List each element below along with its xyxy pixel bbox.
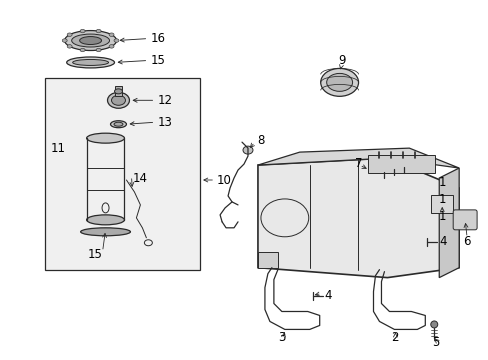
Ellipse shape <box>86 215 124 225</box>
Text: 8: 8 <box>256 134 264 147</box>
Text: 4: 4 <box>438 235 446 248</box>
Ellipse shape <box>96 48 101 52</box>
Ellipse shape <box>110 121 126 128</box>
Ellipse shape <box>109 45 114 48</box>
Ellipse shape <box>400 161 407 166</box>
Text: 7: 7 <box>354 157 361 170</box>
Ellipse shape <box>380 166 387 171</box>
Text: 1: 1 <box>438 176 445 189</box>
Text: 10: 10 <box>217 174 231 186</box>
Text: 1: 1 <box>438 193 445 206</box>
Ellipse shape <box>243 146 252 154</box>
Text: 12: 12 <box>157 94 172 107</box>
Polygon shape <box>45 78 200 270</box>
Text: 3: 3 <box>278 331 285 344</box>
Text: 6: 6 <box>463 235 470 248</box>
Ellipse shape <box>114 89 122 94</box>
Ellipse shape <box>62 39 67 42</box>
Ellipse shape <box>80 48 85 52</box>
Text: 15: 15 <box>88 248 103 261</box>
Ellipse shape <box>80 29 85 33</box>
Text: 11: 11 <box>51 141 65 155</box>
Bar <box>430 195 452 213</box>
Bar <box>367 155 434 173</box>
Text: 16: 16 <box>150 32 165 45</box>
Text: 14: 14 <box>132 171 147 185</box>
Ellipse shape <box>111 95 125 105</box>
Ellipse shape <box>64 31 116 50</box>
Ellipse shape <box>67 45 72 48</box>
Ellipse shape <box>114 39 119 42</box>
Text: 1: 1 <box>438 210 445 223</box>
Ellipse shape <box>320 68 358 96</box>
Text: 15: 15 <box>150 54 165 67</box>
Ellipse shape <box>107 92 129 108</box>
Ellipse shape <box>67 33 72 36</box>
Ellipse shape <box>80 37 102 45</box>
Text: 9: 9 <box>337 54 345 67</box>
Text: 13: 13 <box>157 116 172 129</box>
Polygon shape <box>258 252 277 268</box>
Ellipse shape <box>72 34 109 47</box>
Text: 5: 5 <box>432 336 439 349</box>
FancyBboxPatch shape <box>452 210 476 230</box>
Text: 2: 2 <box>390 331 397 344</box>
Text: 4: 4 <box>324 289 331 302</box>
Ellipse shape <box>430 321 437 328</box>
Bar <box>114 86 122 96</box>
Polygon shape <box>258 148 458 168</box>
Ellipse shape <box>389 163 398 167</box>
Ellipse shape <box>326 73 352 91</box>
Bar <box>454 212 474 228</box>
Ellipse shape <box>73 59 108 66</box>
Ellipse shape <box>86 133 124 143</box>
Ellipse shape <box>114 122 122 126</box>
Ellipse shape <box>66 57 114 68</box>
Polygon shape <box>258 158 458 278</box>
Ellipse shape <box>109 33 114 36</box>
Ellipse shape <box>81 228 130 236</box>
Polygon shape <box>438 168 458 278</box>
Ellipse shape <box>96 29 101 33</box>
